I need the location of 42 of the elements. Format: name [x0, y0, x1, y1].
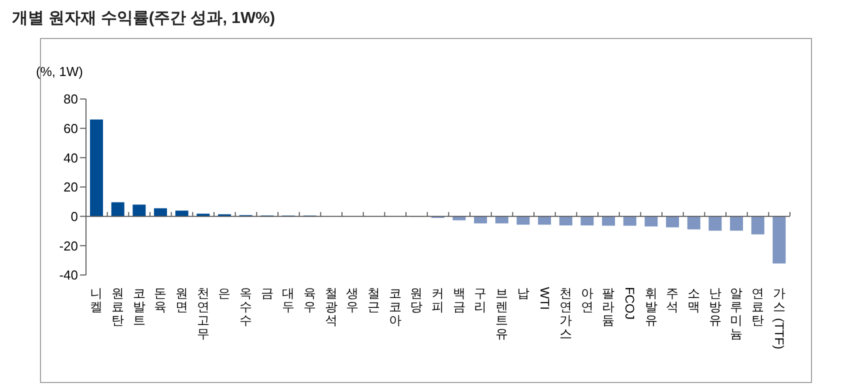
x-tick-label: 가스 (TTF) — [772, 286, 786, 350]
y-tick-label: -20 — [59, 238, 78, 254]
x-tick-label: 코코아 — [388, 286, 402, 328]
x-tick-label: 철근 — [368, 286, 380, 314]
x-tick-label: 육우 — [304, 286, 316, 314]
x-tick-label: 연료탄 — [752, 286, 764, 328]
x-tick-label: FCOJ — [622, 287, 637, 320]
x-tick-label: 원료탄 — [112, 286, 124, 328]
x-tick-label: 금 — [260, 286, 274, 301]
y-tick-label: -40 — [59, 268, 78, 283]
x-tick-label: 팔라듐 — [602, 286, 616, 328]
x-tick-label: 휘발유 — [644, 286, 658, 328]
x-tick-label: 옥수수 — [240, 286, 252, 328]
x-tick-label: 철광석 — [324, 286, 338, 328]
x-tick-label: 원당 — [410, 286, 424, 314]
x-tick-label: 알루미늄 — [730, 286, 744, 342]
x-tick-label: 주석 — [666, 286, 680, 314]
x-tick-label: 납 — [516, 286, 530, 301]
x-tick-label: 백금 — [452, 286, 466, 314]
x-tick-label: 아연 — [580, 286, 594, 314]
x-tick-label: 브렌트유 — [496, 286, 508, 342]
x-tick-label: 난방유 — [708, 286, 722, 328]
y-tick-label: 80 — [64, 92, 78, 107]
x-tick-label: 은 — [218, 286, 232, 301]
x-tick-label: 니켈 — [90, 286, 104, 314]
x-tick-label: 코발트 — [132, 286, 146, 328]
x-tick-label: 대두 — [282, 286, 296, 314]
x-tick-label: WTI — [537, 287, 552, 310]
x-tick-label: 천연고무 — [196, 286, 210, 342]
x-tick-label: 구리 — [474, 286, 488, 314]
y-tick-label: 20 — [64, 180, 78, 195]
x-tick-label: 돈육 — [154, 286, 168, 314]
y-tick-label: 60 — [64, 120, 78, 136]
y-tick-label: 40 — [64, 150, 78, 166]
x-tick-label: 소맥 — [688, 286, 700, 314]
x-tick-label: 천연가스 — [560, 286, 572, 342]
y-axis-title: (%, 1W) — [36, 64, 83, 79]
x-tick-label: 커피 — [432, 286, 444, 314]
x-tick-label: 원면 — [176, 286, 188, 314]
x-tick-label: 생우 — [346, 286, 360, 314]
y-tick-label: 0 — [70, 208, 78, 224]
chart-title: 개별 원자재 수익률(주간 성과, 1W%) — [12, 9, 276, 29]
